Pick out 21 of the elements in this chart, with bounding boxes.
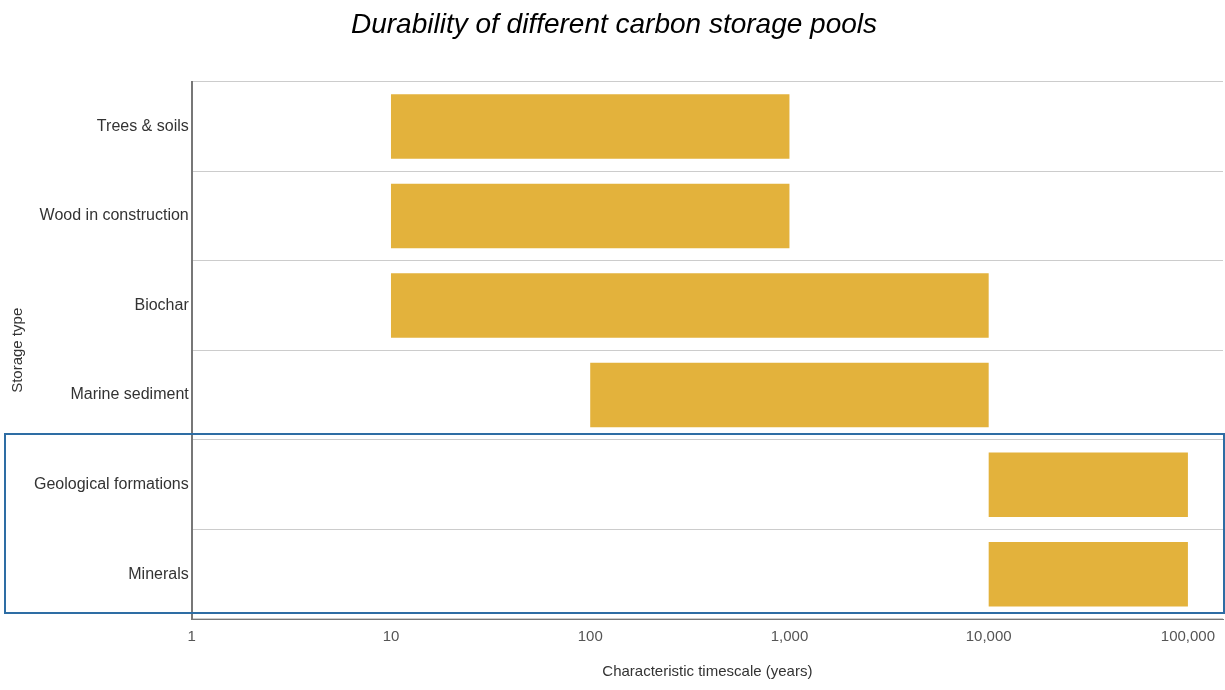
y-tick-label: Geological formations	[33, 475, 189, 493]
bar	[988, 452, 1188, 517]
bar	[390, 94, 790, 159]
bar	[390, 183, 790, 249]
x-tick-label: 100	[577, 627, 603, 645]
y-tick-label: Marine sediment	[70, 385, 190, 403]
y-tick-label: Minerals	[128, 564, 189, 582]
chart-title: Durability of different carbon storage pools	[350, 7, 878, 39]
x-tick-label: 100,000	[1160, 627, 1216, 645]
bar	[988, 541, 1188, 607]
x-axis-title: Characteristic timescale (years)	[602, 662, 813, 680]
x-tick-label: 10	[382, 627, 400, 645]
x-tick-label: 10,000	[965, 627, 1012, 645]
y-tick-label: Trees & soils	[96, 116, 189, 134]
bar	[590, 362, 989, 428]
y-axis-title: Storage type	[8, 307, 26, 393]
x-tick-label: 1	[187, 627, 196, 645]
y-tick-label: Biochar	[134, 295, 190, 313]
bar	[390, 273, 989, 338]
x-tick-label: 1,000	[770, 627, 809, 645]
y-tick-label: Wood in construction	[39, 206, 189, 224]
